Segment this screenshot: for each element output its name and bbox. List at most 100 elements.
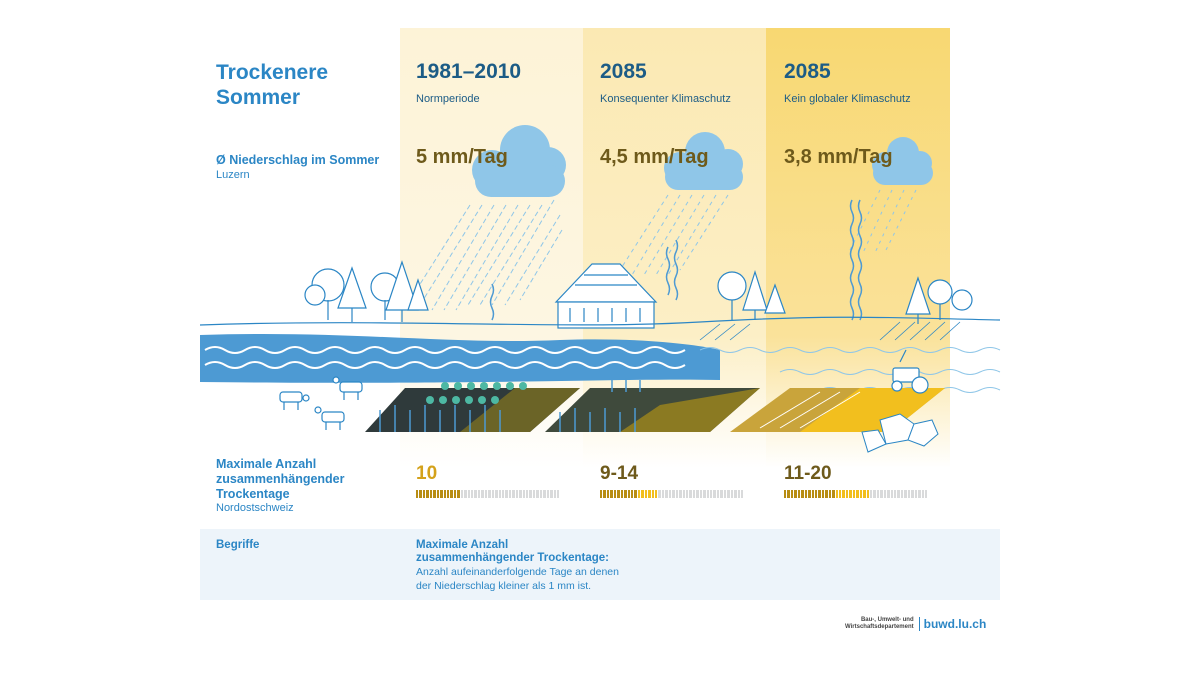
- cloud-icon-2: [664, 132, 743, 190]
- column-1-scenario: Normperiode: [416, 93, 480, 105]
- dry-days-tick: [787, 490, 790, 498]
- dry-days-tick: [692, 490, 696, 498]
- dry-days-tick: [416, 490, 419, 498]
- dry-days-tick: [696, 490, 699, 498]
- column-1-dry-days-bar: [416, 490, 560, 498]
- dry-days-tick: [897, 490, 900, 498]
- dry-days-tick: [661, 490, 665, 498]
- dry-days-tick: [727, 490, 730, 498]
- precip-location: Luzern: [216, 169, 250, 181]
- evaporation-lines: [489, 199, 863, 321]
- field-1-crops: [426, 382, 527, 404]
- dry-days-tick: [495, 490, 498, 498]
- dry-days-tick: [532, 490, 536, 498]
- dry-days-tick: [682, 490, 685, 498]
- cracked-soil: [861, 413, 939, 453]
- dry-days-tick: [814, 490, 818, 498]
- dry-days-tick: [887, 490, 890, 498]
- dry-days-tick: [924, 490, 928, 498]
- cow-illustrations: [279, 376, 363, 430]
- column-3-scenario: Kein globaler Klimaschutz: [784, 93, 911, 105]
- dry-days-tick: [641, 490, 644, 498]
- dry-days-tick: [550, 490, 553, 498]
- begriffe-def-line2: der Niederschlag kleiner als 1 mm ist.: [416, 580, 592, 592]
- dry-days-tick: [536, 490, 539, 498]
- department-line1: Bau-, Umwelt- und: [860, 617, 914, 623]
- dry-days-tick: [740, 490, 744, 498]
- dry-days-tick: [668, 490, 672, 498]
- dry-days-tick: [474, 490, 477, 498]
- hill-hatching: [699, 321, 961, 341]
- dry-days-tick: [710, 490, 713, 498]
- dry-days-tick: [460, 490, 464, 498]
- dry-days-tick: [675, 490, 679, 498]
- dry-days-tick: [737, 490, 740, 498]
- dry-days-tick: [481, 490, 484, 498]
- dry-days-label-line2: zusammenhängender: [216, 472, 345, 486]
- dry-days-tick: [501, 490, 505, 498]
- river: [200, 333, 720, 383]
- dry-days-tick: [730, 490, 734, 498]
- dry-days-tick: [498, 490, 501, 498]
- dry-days-tick: [921, 490, 924, 498]
- dry-days-tick: [880, 490, 883, 498]
- dry-days-tick: [672, 490, 675, 498]
- dry-days-tick: [825, 490, 828, 498]
- footer-logo: Bau-, Umwelt- und Wirtschaftsdepartement…: [845, 617, 986, 631]
- column-3-dry-days: 11-20: [784, 463, 832, 484]
- dry-days-tick: [894, 490, 897, 498]
- dry-days-tick: [457, 490, 460, 498]
- dry-days-tick: [703, 490, 706, 498]
- dry-days-tick: [613, 490, 617, 498]
- rain-streaks-2: [619, 194, 729, 276]
- dry-days-tick: [610, 490, 613, 498]
- dry-days-tick: [852, 490, 856, 498]
- dry-days-tick: [512, 490, 515, 498]
- horizon-line: [199, 316, 1001, 326]
- dry-days-tick: [624, 490, 627, 498]
- dry-days-tick: [529, 490, 532, 498]
- dry-days-tick: [539, 490, 543, 498]
- dry-days-tick: [443, 490, 446, 498]
- landscape-illustration: [199, 125, 1001, 453]
- dry-days-tick: [627, 490, 630, 498]
- column-2-period: 2085: [600, 60, 647, 83]
- column-3-precip-value: 3,8 mm/Tag: [784, 146, 893, 168]
- rain-streaks-3: [849, 189, 917, 256]
- column-1-period: 1981–2010: [416, 60, 522, 83]
- dry-days-tick: [644, 490, 648, 498]
- dry-days-tick: [876, 490, 880, 498]
- dry-days-tick: [808, 490, 811, 498]
- dry-days-tick: [450, 490, 453, 498]
- dry-days-tick: [422, 490, 426, 498]
- dry-days-tick: [464, 490, 467, 498]
- dry-days-tick: [859, 490, 863, 498]
- dry-days-tick: [603, 490, 606, 498]
- column-1-dry-days: 10: [416, 463, 438, 484]
- column-1-precip-value: 5 mm/Tag: [416, 146, 508, 168]
- dry-days-tick: [419, 490, 422, 498]
- dry-days-label-line3: Trockentage: [216, 487, 290, 501]
- farmhouse-illustration: [554, 263, 658, 329]
- dry-days-tick: [600, 490, 603, 498]
- dry-days-tick: [685, 490, 689, 498]
- dry-days-tick: [634, 490, 637, 498]
- dry-days-tick: [453, 490, 457, 498]
- tractor-illustration: [891, 349, 929, 394]
- precip-label: Ø Niederschlag im Sommer: [216, 153, 380, 167]
- dry-days-tick: [522, 490, 525, 498]
- website-link[interactable]: buwd.lu.ch: [918, 617, 986, 631]
- dry-days-tick: [617, 490, 620, 498]
- dry-days-tick: [811, 490, 814, 498]
- dry-days-tick: [429, 490, 433, 498]
- dry-days-tick: [477, 490, 481, 498]
- dry-days-tick: [706, 490, 709, 498]
- dry-days-tick: [515, 490, 519, 498]
- rain-streaks-1: [409, 199, 563, 311]
- dry-days-tick: [856, 490, 859, 498]
- begriffe-def-line1: Anzahl aufeinanderfolgende Tage an denen: [416, 566, 619, 578]
- dry-days-tick: [723, 490, 727, 498]
- dry-days-tick: [679, 490, 682, 498]
- dry-days-tick: [900, 490, 904, 498]
